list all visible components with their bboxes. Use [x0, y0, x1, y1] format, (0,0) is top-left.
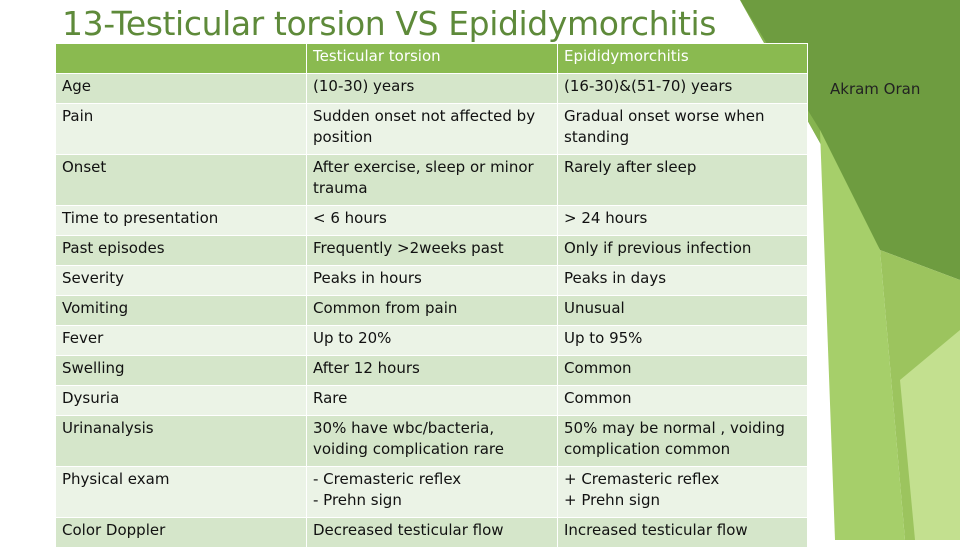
row-label: Severity: [55, 265, 307, 296]
torsion-cell: - Cremasteric reflex - Prehn sign: [306, 466, 558, 518]
comparison-table: Testicular torsion Epididymorchitis Age …: [55, 43, 808, 548]
torsion-cell: Rare: [306, 385, 558, 416]
row-label: Urinanalysis: [55, 415, 307, 467]
epididymorchitis-cell: + Cremasteric reflex + Prehn sign: [557, 466, 808, 518]
row-label: Vomiting: [55, 295, 307, 326]
torsion-cell: Sudden onset not affected by position: [306, 103, 558, 155]
torsion-cell: < 6 hours: [306, 205, 558, 236]
torsion-cell: Peaks in hours: [306, 265, 558, 296]
torsion-cell: Frequently >2weeks past: [306, 235, 558, 266]
row-label: Onset: [55, 154, 307, 206]
torsion-cell: Common from pain: [306, 295, 558, 326]
torsion-cell: 30% have wbc/bacteria, voiding complicat…: [306, 415, 558, 467]
slide-title: 13-Testicular torsion VS Epididymorchiti…: [62, 4, 717, 43]
table-row: Severity Peaks in hours Peaks in days: [55, 265, 808, 296]
table-row: Pain Sudden onset not affected by positi…: [55, 103, 808, 155]
epididymorchitis-cell: Increased testicular flow: [557, 517, 808, 548]
header-row: Testicular torsion Epididymorchitis: [55, 43, 808, 74]
torsion-cell: (10-30) years: [306, 73, 558, 104]
facet-4: [820, 130, 905, 540]
torsion-cell: After 12 hours: [306, 355, 558, 386]
torsion-cell: After exercise, sleep or minor trauma: [306, 154, 558, 206]
table-row: Dysuria Rare Common: [55, 385, 808, 416]
row-label: Fever: [55, 325, 307, 356]
table-row: Age (10-30) years (16-30)&(51-70) years: [55, 73, 808, 104]
table-row: Urinanalysis 30% have wbc/bacteria, void…: [55, 415, 808, 467]
epididymorchitis-cell: Common: [557, 355, 808, 386]
table-row: Vomiting Common from pain Unusual: [55, 295, 808, 326]
table-row: Past episodes Frequently >2weeks past On…: [55, 235, 808, 266]
epididymorchitis-cell: Gradual onset worse when standing: [557, 103, 808, 155]
row-label: Dysuria: [55, 385, 307, 416]
row-label: Time to presentation: [55, 205, 307, 236]
row-label: Color Doppler: [55, 517, 307, 548]
epididymorchitis-cell: 50% may be normal , voiding complication…: [557, 415, 808, 467]
torsion-cell: Decreased testicular flow: [306, 517, 558, 548]
epididymorchitis-cell: > 24 hours: [557, 205, 808, 236]
epididymorchitis-cell: Rarely after sleep: [557, 154, 808, 206]
row-label: Swelling: [55, 355, 307, 386]
epididymorchitis-cell: Unusual: [557, 295, 808, 326]
header-cell-empty: [55, 43, 307, 74]
table-row: Color Doppler Decreased testicular flow …: [55, 517, 808, 548]
table-row: Fever Up to 20% Up to 95%: [55, 325, 808, 356]
table-row: Onset After exercise, sleep or minor tra…: [55, 154, 808, 206]
header-testicular-torsion: Testicular torsion: [306, 43, 558, 74]
epididymorchitis-cell: Only if previous infection: [557, 235, 808, 266]
author-name: Akram Oran: [830, 80, 921, 98]
torsion-cell: Up to 20%: [306, 325, 558, 356]
table-row: Physical exam - Cremasteric reflex - Pre…: [55, 466, 808, 518]
row-label: Pain: [55, 103, 307, 155]
epididymorchitis-cell: Up to 95%: [557, 325, 808, 356]
table-row: Time to presentation < 6 hours > 24 hour…: [55, 205, 808, 236]
epididymorchitis-cell: Peaks in days: [557, 265, 808, 296]
table-row: Swelling After 12 hours Common: [55, 355, 808, 386]
epididymorchitis-cell: Common: [557, 385, 808, 416]
facet-5: [900, 330, 960, 540]
row-label: Age: [55, 73, 307, 104]
epididymorchitis-cell: (16-30)&(51-70) years: [557, 73, 808, 104]
row-label: Physical exam: [55, 466, 307, 518]
row-label: Past episodes: [55, 235, 307, 266]
header-epididymorchitis: Epididymorchitis: [557, 43, 808, 74]
